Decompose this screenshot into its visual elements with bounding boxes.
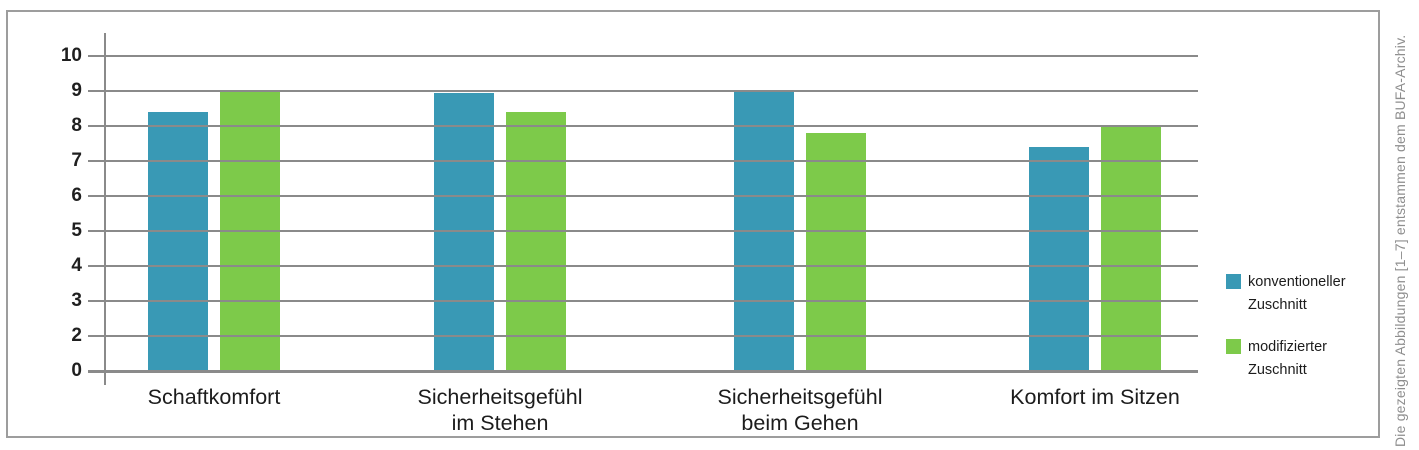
gridline — [88, 125, 1198, 127]
x-category-label-line: beim Gehen — [741, 411, 859, 435]
gridline — [88, 195, 1198, 197]
bar-konventionell-3 — [1029, 147, 1089, 371]
x-category-label: Sicherheitsgefühl beim Gehen — [630, 384, 970, 436]
x-axis-line — [88, 370, 1198, 373]
legend-swatch-icon — [1226, 339, 1241, 354]
bar-modifiziert-3 — [1101, 126, 1161, 371]
y-axis-tick-label: 4 — [71, 255, 82, 276]
y-axis-tick-label: 8 — [71, 115, 82, 136]
bar-konventionell-0 — [148, 112, 208, 371]
x-category-label-line: Sicherheitsgefühl — [417, 385, 583, 409]
source-caption: Die gezeigten Abbildungen [1–7] entstamm… — [1392, 34, 1408, 447]
x-category-label: Komfort im Sitzen — [925, 384, 1265, 410]
gridline — [88, 265, 1198, 267]
bar-modifiziert-1 — [506, 112, 566, 371]
y-axis-tick-label: 2 — [71, 325, 82, 346]
gridline — [88, 230, 1198, 232]
y-axis-tick-label: 0 — [71, 360, 82, 381]
y-axis-tick-label: 10 — [60, 45, 82, 66]
gridline — [88, 55, 1198, 57]
gridline — [88, 335, 1198, 337]
y-axis-tick-label: 6 — [71, 185, 82, 206]
y-axis-line — [104, 33, 106, 385]
gridline — [88, 160, 1198, 162]
legend-entry: konventioneller Zuschnitt — [1226, 271, 1346, 317]
y-axis-tick-label: 5 — [71, 220, 82, 241]
gridline — [88, 90, 1198, 92]
y-axis-tick-label: 7 — [71, 150, 82, 171]
legend-label: modifizierter Zuschnitt — [1248, 339, 1327, 378]
gridline — [88, 300, 1198, 302]
legend-label: konventioneller Zuschnitt — [1248, 274, 1346, 313]
x-category-label-line: Schaftkomfort — [147, 385, 281, 409]
legend-swatch-icon — [1226, 274, 1241, 289]
y-axis-tick-label: 9 — [71, 80, 82, 101]
x-category-label: Sicherheitsgefühl im Stehen — [330, 384, 670, 436]
x-category-label-line: im Stehen — [451, 411, 549, 435]
bar-konventionell-1 — [434, 92, 494, 371]
x-category-label: Schaftkomfort — [44, 384, 384, 410]
x-category-label-line: Komfort im Sitzen — [1010, 385, 1180, 409]
bar-modifiziert-2 — [806, 133, 866, 371]
legend-entry: modifizierter Zuschnitt — [1226, 336, 1327, 382]
x-category-label-line: Sicherheitsgefühl — [717, 385, 883, 409]
y-axis-tick-label: 3 — [71, 290, 82, 311]
